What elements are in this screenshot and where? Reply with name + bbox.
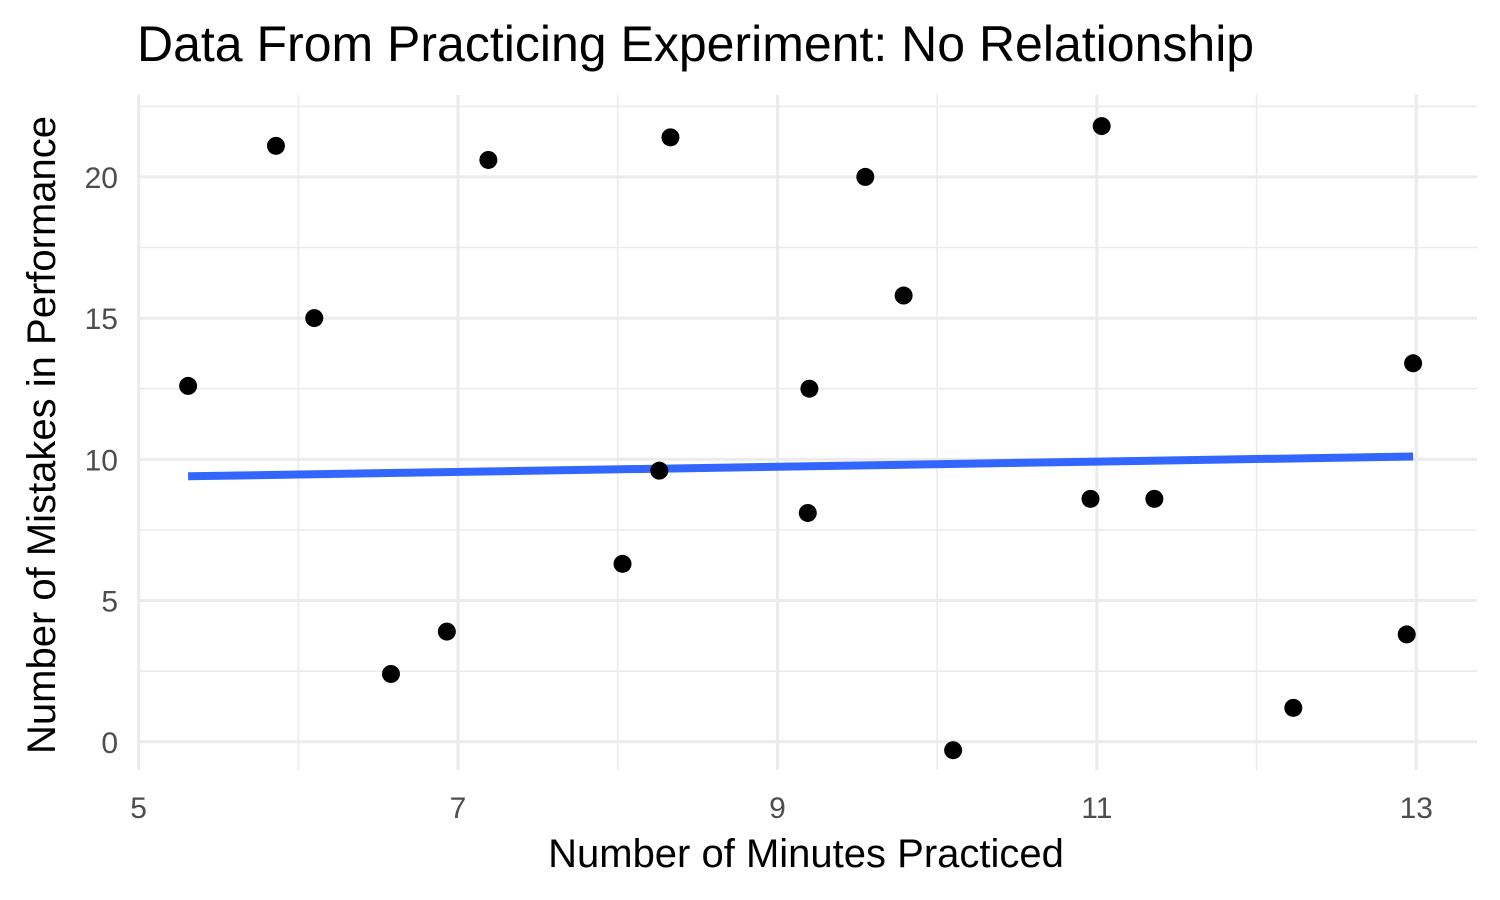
y-axis-title: Number of Mistakes in Performance [20,116,64,754]
data-point [479,150,498,169]
data-point [1081,489,1100,508]
trend-line [188,452,1414,481]
x-axis-ticks: 5 7 9 11 13 [130,792,1433,825]
x-tick-label: 11 [1081,792,1112,825]
data-point [856,167,875,186]
x-tick-label: 5 [130,792,147,825]
data-point [1397,625,1416,644]
y-tick-label: 20 [85,162,118,195]
data-point [800,379,819,398]
data-point [305,309,324,328]
y-tick-label: 15 [85,303,118,336]
minor-gridlines [137,95,1477,770]
data-point [613,554,632,573]
x-axis-title: Number of Minutes Practiced [548,832,1064,876]
data-point [944,741,963,760]
data-point [179,376,198,395]
data-point [798,503,817,522]
x-tick-label: 7 [450,792,467,825]
data-point [650,461,669,480]
y-tick-label: 0 [101,727,118,760]
x-tick-label: 9 [769,792,786,825]
data-points [179,117,1423,760]
x-tick-label: 13 [1400,792,1433,825]
y-tick-label: 10 [85,444,118,477]
data-point [1404,354,1423,373]
data-point [437,622,456,641]
y-tick-label: 5 [101,586,118,619]
chart-title: Data From Practicing Experiment: No Rela… [137,16,1254,72]
data-point [661,128,680,147]
data-point [1092,117,1111,136]
data-point [381,664,400,683]
data-point [266,136,285,155]
data-point [1145,489,1164,508]
y-axis-ticks: 0 5 10 15 20 [85,162,118,760]
data-point [1284,698,1303,717]
trend-line-group [188,452,1414,481]
major-gridlines [137,95,1477,770]
data-point [894,286,913,305]
